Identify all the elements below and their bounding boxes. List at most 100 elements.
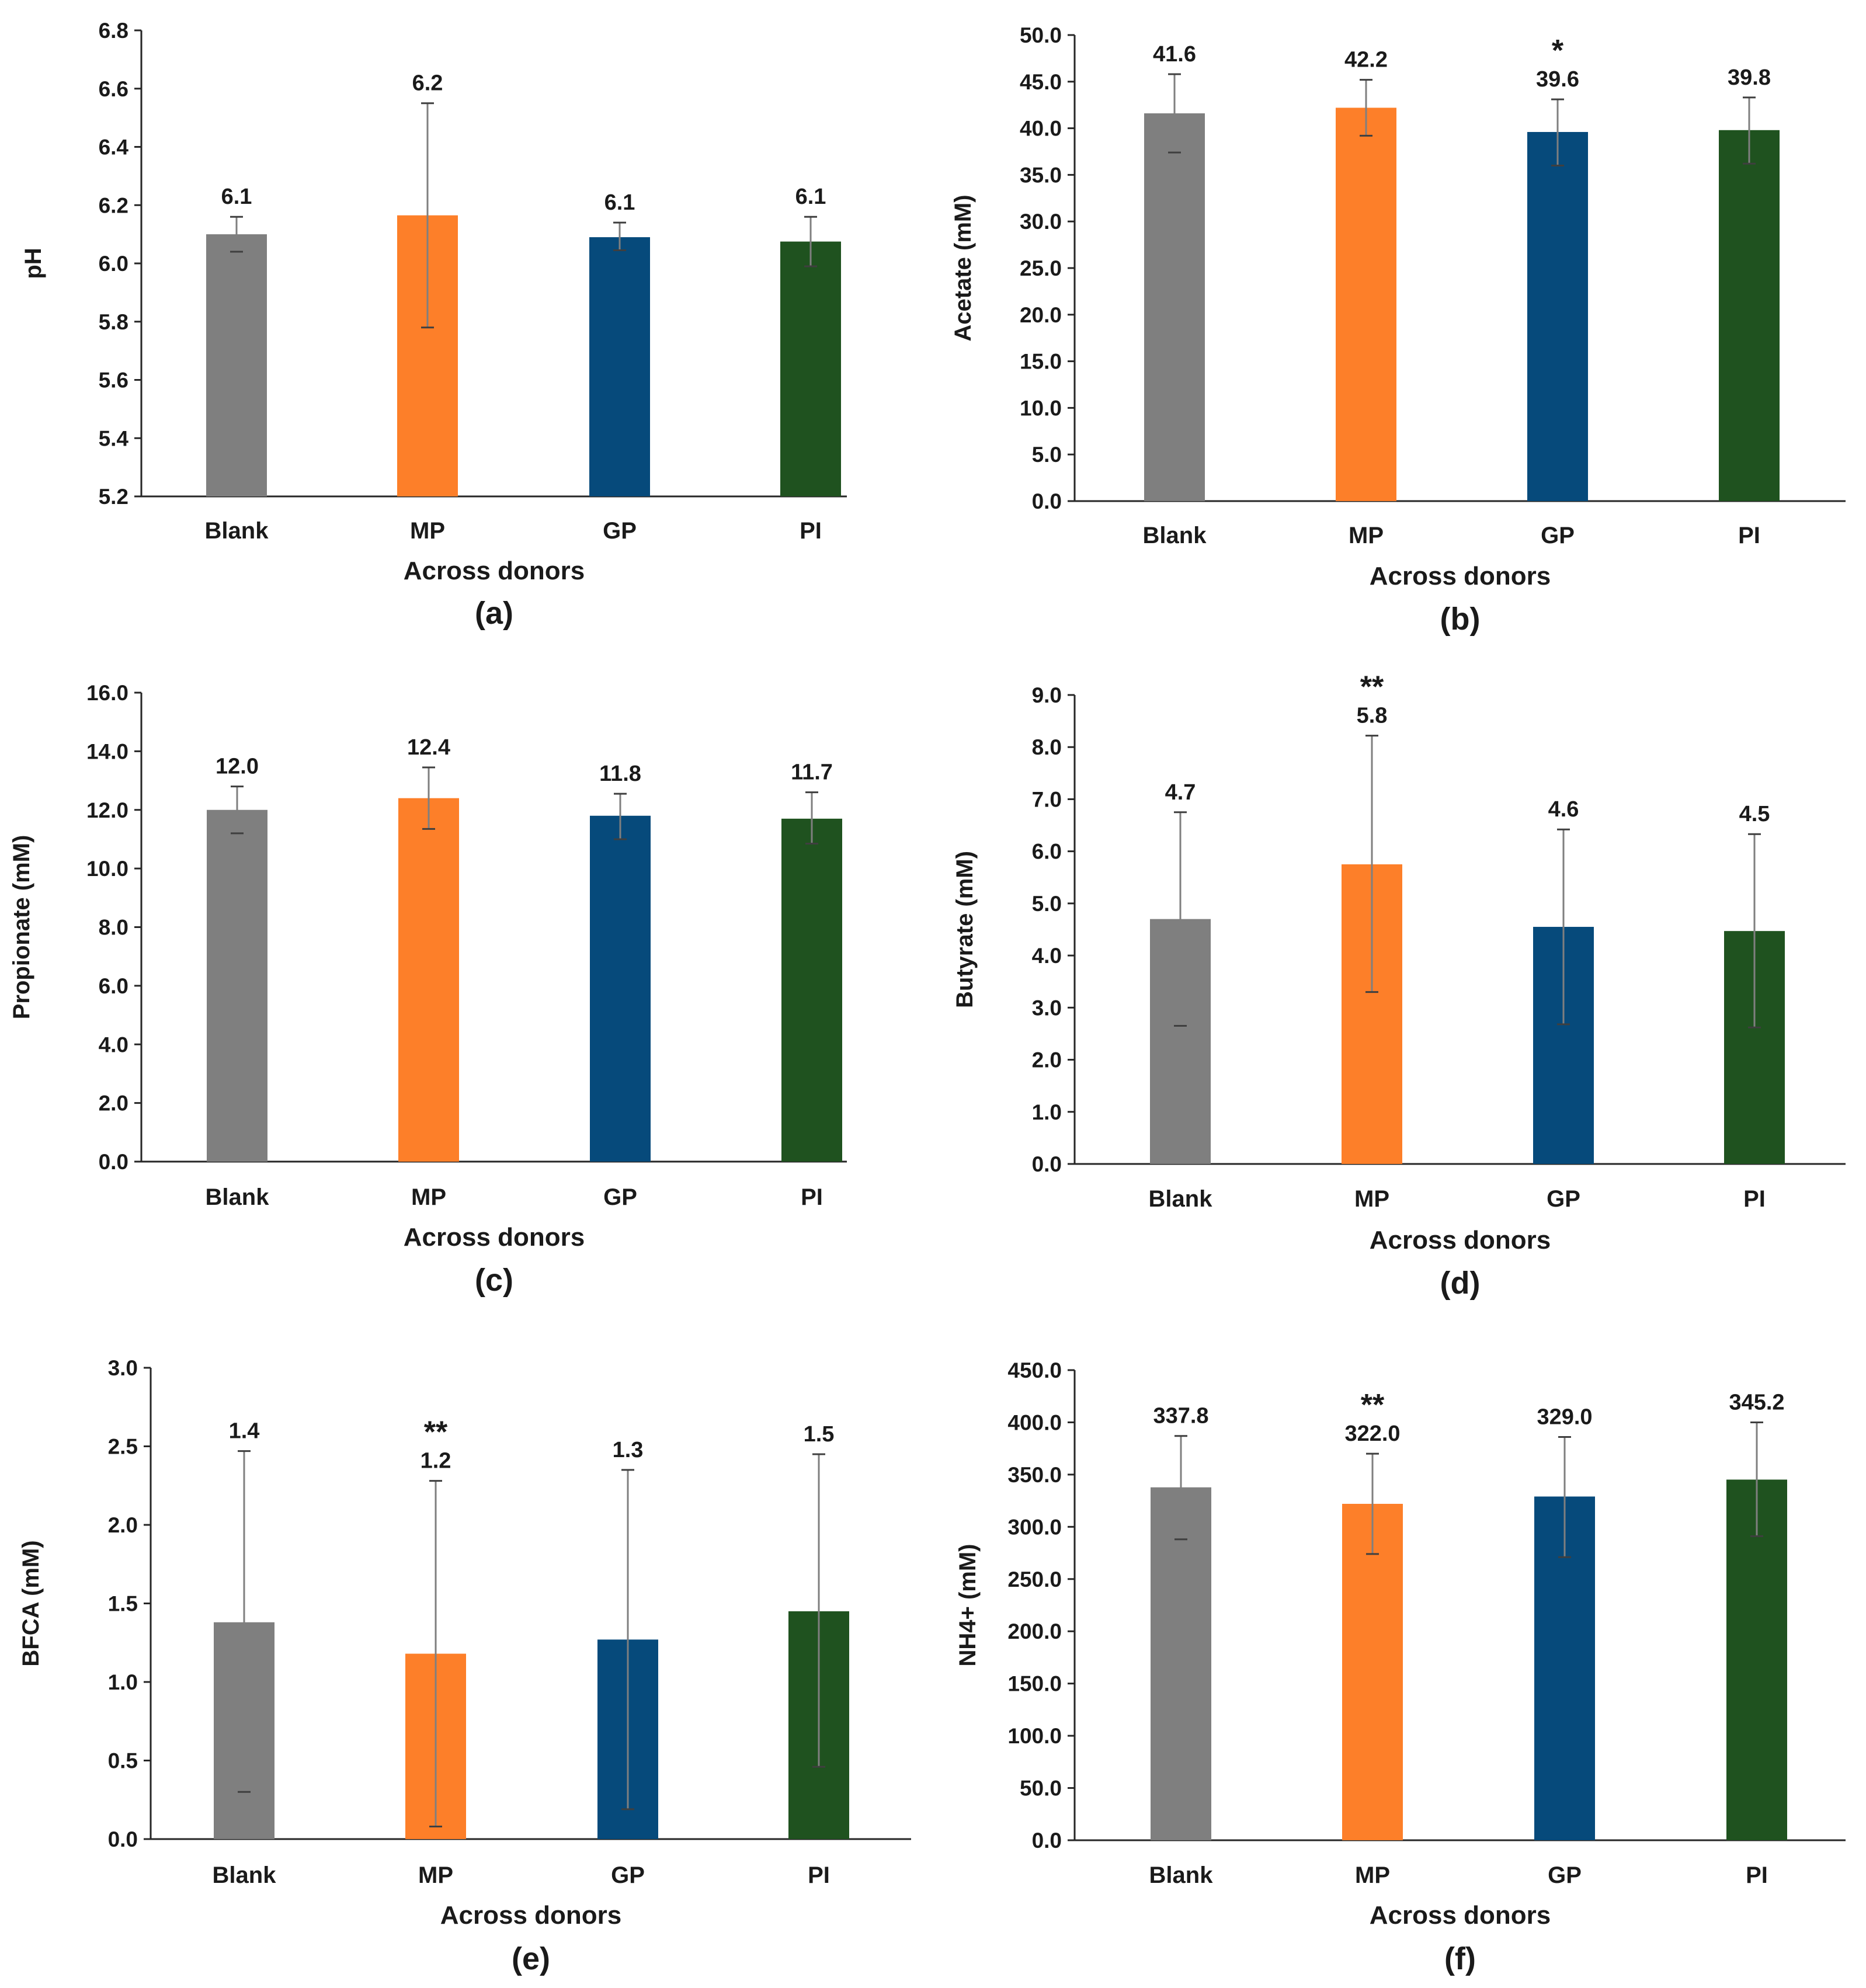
y-tick-label: 8.0 xyxy=(99,916,128,940)
y-axis-label: NH4+ (mM) xyxy=(955,1544,981,1666)
x-tick-label: GP xyxy=(1548,1862,1582,1888)
data-label-blank: 41.6 xyxy=(1153,42,1196,67)
x-tick-label: PI xyxy=(801,1184,823,1210)
y-tick-label: 4.0 xyxy=(1032,944,1062,968)
x-axis-label: Across donors xyxy=(404,1223,585,1252)
bar-gp xyxy=(589,237,650,496)
x-axis-label: Across donors xyxy=(1370,562,1551,590)
y-tick-label: 250.0 xyxy=(1007,1568,1062,1591)
y-tick-label: 45.0 xyxy=(1020,70,1062,94)
x-tick-label: GP xyxy=(1547,1186,1580,1212)
y-tick-label: 200.0 xyxy=(1007,1619,1062,1643)
y-tick-label: 6.6 xyxy=(99,77,128,101)
bar-mp xyxy=(398,798,459,1162)
y-tick-label: 6.2 xyxy=(99,193,128,217)
panel-label: (c) xyxy=(475,1263,513,1298)
panel-label: (b) xyxy=(1440,602,1481,637)
x-tick-label: PI xyxy=(1746,1862,1768,1888)
x-axis-label: Across donors xyxy=(1370,1226,1551,1254)
y-tick-label: 35.0 xyxy=(1020,163,1062,187)
data-label-blank: 4.7 xyxy=(1165,780,1196,805)
y-axis-label: Acetate (mM) xyxy=(950,194,976,341)
y-tick-label: 450.0 xyxy=(1007,1358,1062,1382)
bar-mp xyxy=(1336,107,1396,501)
data-label-mp: 6.2 xyxy=(412,71,443,96)
y-tick-label: 5.0 xyxy=(1032,892,1062,916)
y-tick-label: 5.4 xyxy=(99,426,129,450)
y-tick-label: 100.0 xyxy=(1007,1724,1062,1748)
chart-panel-3: 0.0 2.0 4.0 6.0 8.0 10.0 12.0 14.0 16.0 12.0 Blank… xyxy=(9,681,847,1298)
x-axis-label: Across donors xyxy=(404,557,585,585)
panel-label: (a) xyxy=(475,596,513,631)
panel-label: (d) xyxy=(1440,1266,1481,1301)
y-tick-label: 0.0 xyxy=(108,1827,138,1851)
y-tick-label: 16.0 xyxy=(86,681,128,705)
y-tick-label: 5.6 xyxy=(99,369,128,392)
data-label-mp: 322.0 xyxy=(1344,1422,1400,1446)
y-tick-label: 2.0 xyxy=(99,1092,128,1115)
x-tick-label: Blank xyxy=(1149,1862,1214,1888)
data-label-gp: 329.0 xyxy=(1537,1405,1592,1429)
y-tick-label: 25.0 xyxy=(1020,256,1062,280)
x-axis-label: Across donors xyxy=(440,1901,622,1930)
x-tick-label: PI xyxy=(1743,1186,1766,1212)
y-tick-label: 2.0 xyxy=(108,1513,138,1537)
x-tick-label: GP xyxy=(603,518,637,544)
y-tick-label: 8.0 xyxy=(1032,735,1062,759)
x-axis-label: Across donors xyxy=(1370,1901,1551,1930)
bar-blank xyxy=(206,234,267,496)
x-tick-label: GP xyxy=(611,1862,645,1888)
bar-mp xyxy=(1342,1503,1403,1840)
y-tick-label: 0.0 xyxy=(1032,1829,1062,1853)
y-tick-label: 10.0 xyxy=(86,857,128,881)
y-tick-label: 4.0 xyxy=(99,1033,128,1056)
y-axis-label: Propionate (mM) xyxy=(9,835,34,1020)
bar-pi xyxy=(1726,1479,1787,1840)
data-label-mp: 12.4 xyxy=(407,735,450,760)
y-tick-label: 0.0 xyxy=(1032,1152,1062,1176)
y-tick-label: 6.0 xyxy=(1032,840,1062,864)
y-tick-label: 5.2 xyxy=(99,485,128,509)
y-tick-label: 6.0 xyxy=(99,974,128,998)
x-tick-label: MP xyxy=(411,1184,446,1210)
bar-pi xyxy=(780,241,841,496)
bar-pi xyxy=(1719,130,1780,502)
y-tick-label: 6.0 xyxy=(99,252,128,276)
y-axis-label: pH xyxy=(20,248,46,279)
data-label-mp: 5.8 xyxy=(1357,704,1388,728)
panel-label: (e) xyxy=(512,1941,550,1976)
y-tick-label: 3.0 xyxy=(1032,996,1062,1020)
x-tick-label: GP xyxy=(603,1184,637,1210)
significance-marker: ** xyxy=(424,1416,448,1450)
data-label-pi: 6.1 xyxy=(795,185,826,209)
y-tick-label: 50.0 xyxy=(1020,1777,1062,1801)
significance-marker: ** xyxy=(1361,1388,1385,1422)
data-label-pi: 39.8 xyxy=(1728,65,1771,90)
y-tick-label: 40.0 xyxy=(1020,117,1062,141)
data-label-blank: 1.4 xyxy=(229,1419,260,1444)
y-tick-label: 10.0 xyxy=(1020,396,1062,420)
y-tick-label: 0.5 xyxy=(108,1749,138,1773)
y-tick-label: 1.5 xyxy=(108,1592,138,1616)
x-tick-label: MP xyxy=(410,518,445,544)
x-tick-label: MP xyxy=(1349,523,1384,548)
x-tick-label: Blank xyxy=(1143,523,1207,548)
data-label-gp: 4.6 xyxy=(1548,797,1579,822)
y-tick-label: 400.0 xyxy=(1007,1410,1062,1434)
bar-blank xyxy=(1151,1487,1211,1840)
bar-blank xyxy=(1144,113,1205,502)
x-tick-label: Blank xyxy=(205,518,269,544)
x-tick-label: PI xyxy=(1738,523,1760,548)
y-tick-label: 6.4 xyxy=(99,135,129,159)
data-label-blank: 12.0 xyxy=(216,755,259,779)
y-tick-label: 1.0 xyxy=(108,1670,138,1694)
y-tick-label: 1.0 xyxy=(1032,1100,1062,1124)
data-label-gp: 1.3 xyxy=(613,1438,644,1462)
data-label-pi: 11.7 xyxy=(791,760,833,785)
x-tick-label: MP xyxy=(1355,1862,1390,1888)
bar-gp xyxy=(590,815,651,1162)
x-tick-label: MP xyxy=(418,1862,453,1888)
y-tick-label: 20.0 xyxy=(1020,303,1062,327)
x-tick-label: PI xyxy=(800,518,822,544)
